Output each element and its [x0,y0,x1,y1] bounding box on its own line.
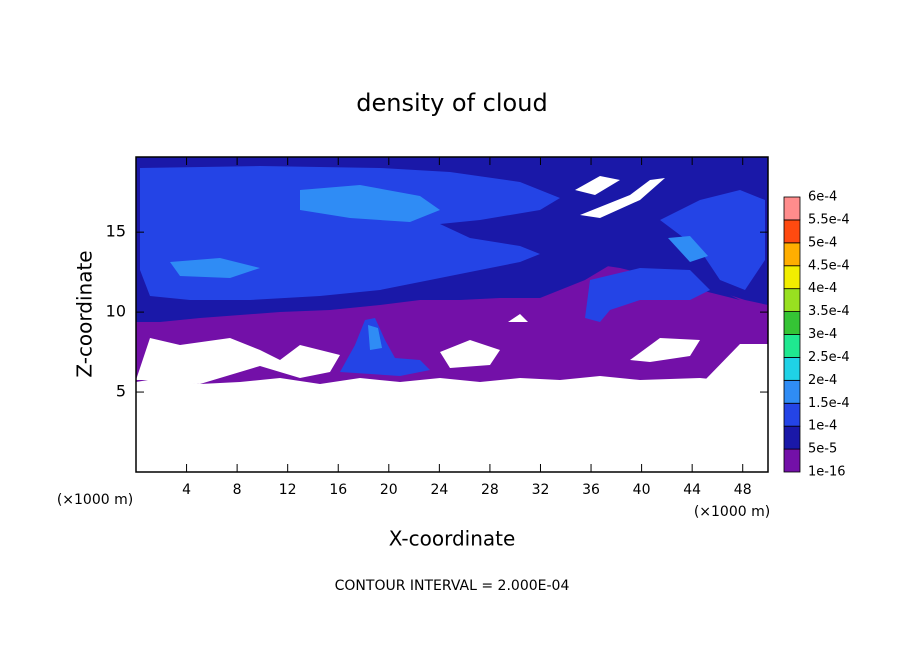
x-tick-label: 20 [380,482,398,498]
x-tick-label: 24 [430,482,448,498]
colorbar-label: 4.5e-4 [808,258,850,273]
colorbar-band [783,425,801,450]
x-tick-label: 40 [633,482,651,498]
x-unit-label: (×1000 m) [57,492,133,508]
colorbar-band [783,242,801,267]
colorbar-band [783,357,801,381]
x-tick-label: 44 [683,482,701,498]
x-tick-label: 16 [329,482,347,498]
y-unit-label: (×1000 m) [694,504,770,520]
colorbar-label: 5.5e-4 [808,212,850,227]
x-tick-label: 48 [734,482,752,498]
colorbar-band [783,311,801,335]
x-tick-label: 36 [582,482,600,498]
white-region [136,176,768,472]
colorbar-band [783,448,801,473]
contour-region [300,185,440,222]
y-tick-label: 15 [106,222,126,241]
colorbar-band [783,288,801,312]
colorbar-label: 2.5e-4 [808,350,850,365]
colorbar-label: 4e-4 [808,281,837,296]
contour-region [660,190,765,290]
colorbar-band [783,334,801,358]
x-tick-label: 4 [182,482,191,498]
y-tick-label: 5 [116,382,126,401]
colorbar-label: 3.5e-4 [808,304,850,319]
contour-region [585,268,710,322]
colorbar-label: 1e-16 [808,465,846,480]
x-tick-label: 8 [233,482,242,498]
contour-field [136,157,768,472]
colorbar-band [783,402,801,427]
chart-title: density of cloud [356,89,547,117]
x-tick-label: 12 [279,482,297,498]
colorbar-label: 1.5e-4 [808,396,850,411]
x-axis-label: X-coordinate [389,527,516,551]
colorbar-band [783,379,801,404]
colorbar-label: 6e-4 [808,190,837,205]
colorbar-label: 5e-5 [808,442,837,457]
y-tick-label: 10 [106,302,126,321]
contour-region [340,318,430,376]
colorbar-band [783,219,801,244]
contour-region [368,325,382,350]
colorbar-label: 5e-4 [808,235,837,250]
y-axis-label: Z-coordinate [73,250,97,377]
colorbar-label: 1e-4 [808,419,837,434]
footnote: CONTOUR INTERVAL = 2.000E-04 [335,578,570,594]
colorbar-band [783,265,801,290]
contour-region [668,236,708,262]
x-tick-label: 28 [481,482,499,498]
colorbar-label: 2e-4 [808,373,837,388]
plot-frame [135,156,769,473]
colorbar-label: 3e-4 [808,327,837,342]
x-tick-label: 32 [532,482,550,498]
contour-region [170,258,260,278]
colorbar-band [783,196,801,221]
